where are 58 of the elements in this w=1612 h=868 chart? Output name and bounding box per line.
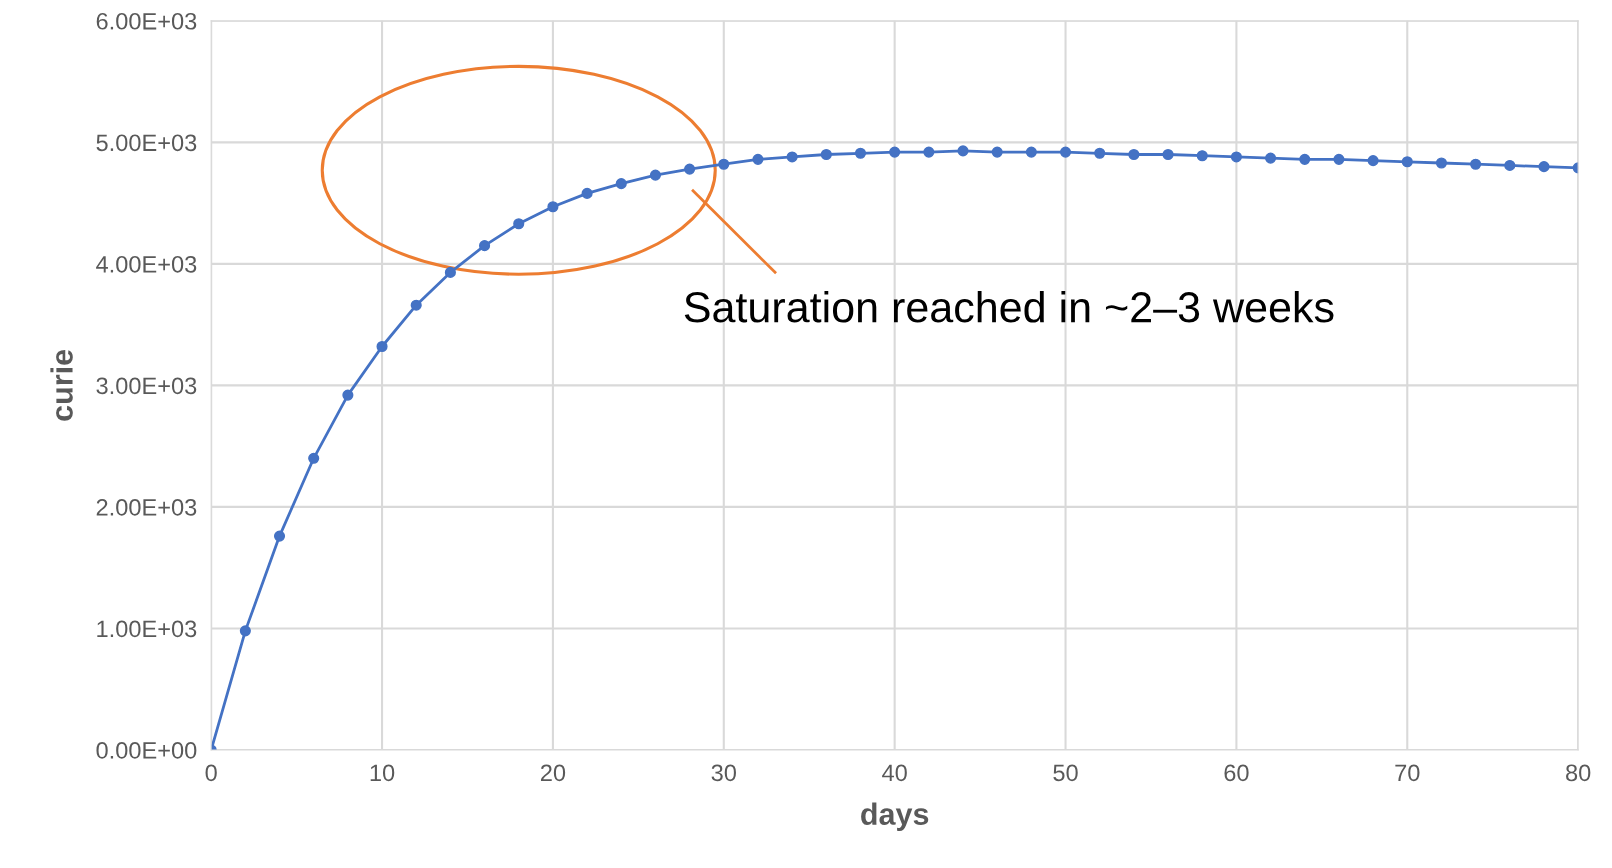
- point: [889, 146, 901, 158]
- point: [581, 187, 593, 199]
- point: [991, 146, 1003, 158]
- point: [1094, 147, 1106, 159]
- y-tick-label: 5.00E+03: [96, 134, 197, 152]
- y-axis-title: curie: [50, 349, 73, 421]
- y-tick-label: 4.00E+03: [96, 255, 197, 273]
- point: [479, 240, 491, 252]
- x-tick-label: 80: [1566, 764, 1591, 782]
- point: [1504, 159, 1516, 171]
- x-tick-label: 20: [540, 764, 566, 782]
- point: [308, 452, 320, 464]
- annotation: Saturation reached in ~2–3 weeks: [684, 290, 1334, 323]
- point: [1538, 161, 1550, 173]
- point: [1435, 157, 1448, 169]
- x-tick-label: 60: [1224, 764, 1249, 782]
- y-tick-label: 6.00E+03: [96, 12, 197, 30]
- point: [1401, 156, 1413, 168]
- point: [718, 158, 730, 170]
- point: [513, 218, 525, 230]
- point: [1367, 155, 1379, 167]
- point: [957, 145, 969, 157]
- x-axis-title: days: [861, 802, 929, 831]
- x-tick-label: 70: [1395, 764, 1420, 782]
- point: [1265, 152, 1277, 164]
- point: [1299, 153, 1311, 165]
- x-tick-label: 0: [205, 764, 217, 782]
- point: [1470, 158, 1482, 170]
- y-tick-label: 2.00E+03: [96, 498, 197, 516]
- point: [1333, 153, 1345, 165]
- point: [376, 340, 388, 353]
- point: [615, 178, 627, 190]
- x-tick-label: 40: [882, 764, 907, 782]
- point: [820, 148, 832, 161]
- point: [444, 266, 456, 278]
- point: [684, 163, 696, 175]
- point: [342, 389, 354, 401]
- point: [239, 625, 251, 637]
- point: [1025, 146, 1037, 158]
- point: [273, 530, 286, 542]
- point: [923, 146, 935, 158]
- point: [854, 147, 867, 159]
- point: [752, 153, 764, 165]
- point: [410, 299, 422, 311]
- point: [1196, 150, 1208, 162]
- y-tick-label: 0.00E+00: [96, 742, 197, 759]
- y-tick-label: 3.00E+03: [96, 377, 197, 395]
- point: [1059, 146, 1072, 158]
- point: [1128, 148, 1140, 161]
- x-tick-label: 50: [1053, 764, 1078, 782]
- point: [1162, 148, 1174, 161]
- point: [649, 169, 661, 181]
- point: [547, 201, 559, 213]
- y-tick-label: 1.00E+03: [97, 620, 197, 638]
- point: [786, 151, 798, 163]
- x-tick-label: 30: [711, 764, 736, 782]
- point: [1230, 151, 1242, 163]
- x-tick-label: 10: [370, 764, 395, 782]
